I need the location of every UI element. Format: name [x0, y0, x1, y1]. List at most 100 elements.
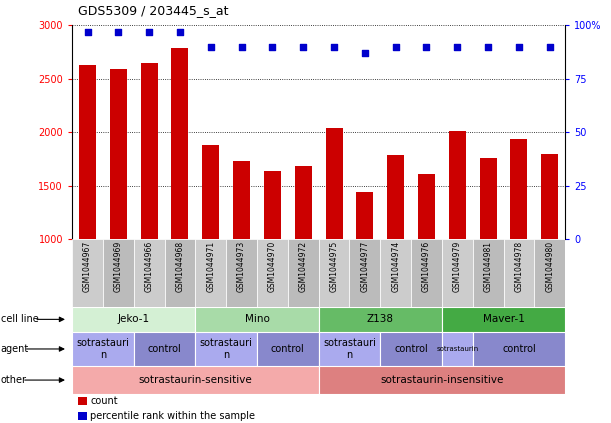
Point: [114, 28, 123, 35]
Text: GSM1044981: GSM1044981: [484, 241, 492, 292]
Bar: [72, 332, 134, 366]
Bar: [349, 239, 380, 307]
Bar: [449, 131, 466, 346]
Text: Mino: Mino: [244, 314, 269, 324]
Text: GSM1044968: GSM1044968: [175, 241, 185, 292]
Bar: [319, 332, 380, 366]
Bar: [473, 332, 565, 366]
Text: agent: agent: [1, 344, 29, 354]
Bar: [480, 158, 497, 346]
Bar: [442, 307, 565, 332]
Point: [236, 44, 246, 50]
Text: GSM1044976: GSM1044976: [422, 241, 431, 292]
Point: [82, 28, 92, 35]
Bar: [172, 48, 188, 346]
Bar: [503, 239, 535, 307]
Text: sotrastaurin-insensitive: sotrastaurin-insensitive: [380, 375, 503, 385]
Bar: [319, 239, 349, 307]
Bar: [473, 239, 503, 307]
Point: [514, 44, 524, 50]
Bar: [110, 69, 127, 346]
Point: [329, 44, 339, 50]
Bar: [541, 154, 558, 346]
Bar: [319, 366, 565, 394]
Bar: [134, 332, 196, 366]
Bar: [78, 397, 87, 405]
Bar: [196, 332, 257, 366]
Text: GSM1044977: GSM1044977: [360, 241, 370, 292]
Text: GSM1044978: GSM1044978: [514, 241, 524, 292]
Bar: [257, 239, 288, 307]
Text: other: other: [1, 375, 27, 385]
Point: [391, 44, 401, 50]
Text: Jeko-1: Jeko-1: [118, 314, 150, 324]
Text: sotrastaurin-sensitive: sotrastaurin-sensitive: [139, 375, 252, 385]
Bar: [535, 239, 565, 307]
Text: sotrastaurin: sotrastaurin: [436, 346, 478, 352]
Text: GSM1044980: GSM1044980: [545, 241, 554, 292]
Bar: [103, 239, 134, 307]
Bar: [442, 332, 473, 366]
Text: GSM1044966: GSM1044966: [145, 241, 153, 292]
Bar: [226, 239, 257, 307]
Bar: [326, 128, 343, 346]
Bar: [387, 155, 404, 346]
Bar: [288, 239, 319, 307]
Text: Maver-1: Maver-1: [483, 314, 524, 324]
Point: [545, 44, 555, 50]
Bar: [319, 307, 442, 332]
Bar: [141, 63, 158, 346]
Bar: [295, 166, 312, 346]
Bar: [72, 307, 196, 332]
Text: GSM1044969: GSM1044969: [114, 241, 123, 292]
Bar: [164, 239, 196, 307]
Text: GSM1044970: GSM1044970: [268, 241, 277, 292]
Text: GSM1044975: GSM1044975: [329, 241, 338, 292]
Point: [360, 50, 370, 57]
Text: percentile rank within the sample: percentile rank within the sample: [90, 411, 255, 420]
Text: control: control: [148, 344, 181, 354]
Bar: [380, 332, 442, 366]
Bar: [264, 170, 281, 346]
Point: [268, 44, 277, 50]
Text: GSM1044973: GSM1044973: [237, 241, 246, 292]
Bar: [418, 174, 435, 346]
Text: sotrastauri
n: sotrastauri n: [200, 338, 252, 360]
Bar: [380, 239, 411, 307]
Bar: [202, 145, 219, 346]
Bar: [72, 239, 103, 307]
Point: [206, 44, 216, 50]
Text: control: control: [502, 344, 536, 354]
Text: control: control: [394, 344, 428, 354]
Text: GDS5309 / 203445_s_at: GDS5309 / 203445_s_at: [78, 4, 229, 17]
Point: [452, 44, 462, 50]
Text: Z138: Z138: [367, 314, 393, 324]
Point: [422, 44, 431, 50]
Point: [298, 44, 308, 50]
Bar: [356, 192, 373, 346]
Text: GSM1044974: GSM1044974: [391, 241, 400, 292]
Text: GSM1044967: GSM1044967: [83, 241, 92, 292]
Bar: [257, 332, 319, 366]
Bar: [134, 239, 164, 307]
Bar: [78, 412, 87, 420]
Bar: [72, 366, 319, 394]
Bar: [510, 139, 527, 346]
Text: sotrastauri
n: sotrastauri n: [323, 338, 376, 360]
Bar: [79, 65, 96, 346]
Bar: [411, 239, 442, 307]
Point: [175, 28, 185, 35]
Bar: [196, 307, 319, 332]
Point: [483, 44, 493, 50]
Text: GSM1044979: GSM1044979: [453, 241, 462, 292]
Text: GSM1044972: GSM1044972: [299, 241, 308, 292]
Text: control: control: [271, 344, 305, 354]
Text: GSM1044971: GSM1044971: [207, 241, 215, 292]
Bar: [442, 239, 473, 307]
Bar: [196, 239, 226, 307]
Text: count: count: [90, 396, 118, 406]
Point: [144, 28, 154, 35]
Text: sotrastauri
n: sotrastauri n: [76, 338, 130, 360]
Text: cell line: cell line: [1, 314, 38, 324]
Bar: [233, 161, 250, 346]
